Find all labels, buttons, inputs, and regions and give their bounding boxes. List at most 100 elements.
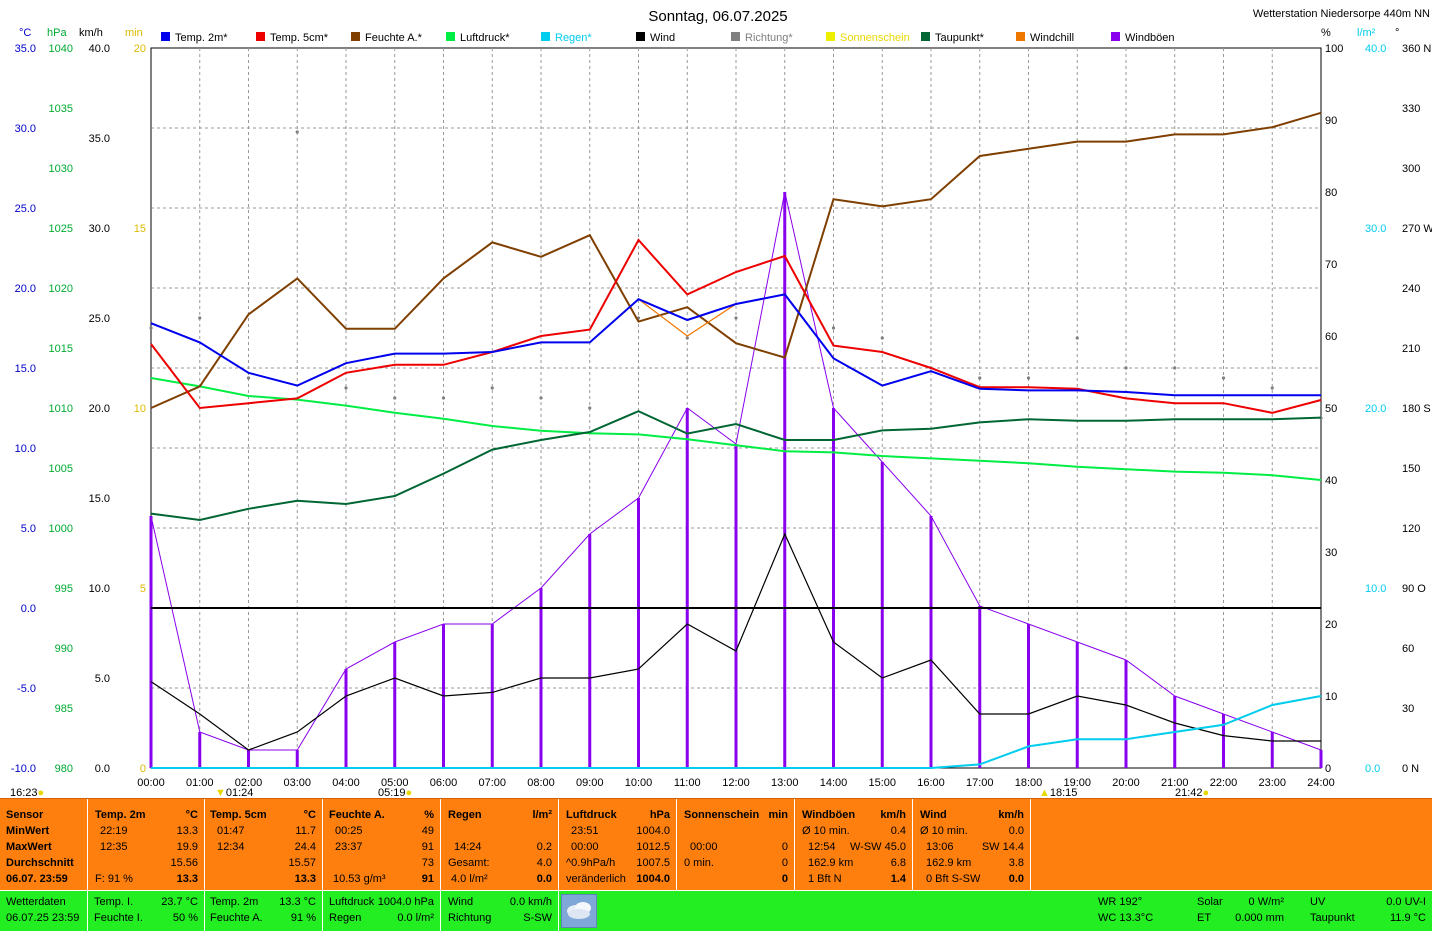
direction-point <box>246 376 251 380</box>
direction-point <box>490 386 494 390</box>
axis-ticks: 00:00 01:00 02:00 03:00 04:00 05:00 06:00 07:00… <box>11 43 1432 789</box>
direction-tick-label: 150 <box>1402 463 1420 475</box>
percent-tick-label: 0 <box>1325 763 1331 775</box>
direction-point <box>734 316 738 320</box>
x-tick-label: 16:00 <box>917 777 945 789</box>
speed-tick-label: 30.0 <box>89 223 110 235</box>
pressure-tick-label: 1010 <box>49 403 73 415</box>
col-temp5cm: Temp. 5cm °C 01:47 11.7 12:34 24.4 15.57… <box>205 799 323 891</box>
wind-header: Wind <box>920 809 947 821</box>
x-tick-label: 13:00 <box>771 777 799 789</box>
foot-temp-in: 23.7 °C <box>161 896 198 908</box>
foot-cell-2: Temp. I. 23.7 °C Feuchte I. 50 % <box>88 891 205 931</box>
series-temp-5cm <box>150 238 1322 414</box>
series-wind <box>150 532 1321 751</box>
minutes-tick-label: 0 <box>140 763 146 775</box>
boeen-r1-label: Ø 10 min. <box>802 825 850 837</box>
temp2m-max: 19.9 <box>176 841 198 853</box>
x-tick-label: 04:00 <box>332 777 360 789</box>
direction-point <box>393 396 397 400</box>
col-temp2m: Temp. 2m °C 22:19 13.3 12:35 19.9 15.56 … <box>88 799 205 891</box>
pressure-tick-label: 1040 <box>49 43 73 55</box>
pressure-tick-label: 1015 <box>49 343 73 355</box>
temp2m-avg: 15.56 <box>170 857 198 869</box>
x-tick-label: 14:00 <box>820 777 848 789</box>
foot-cell-3: Temp. 2m 13.3 °C Feuchte A. 91 % <box>205 891 323 931</box>
legend-swatch <box>636 32 645 41</box>
direction-point <box>344 386 348 390</box>
x-tick-label: 06:00 <box>430 777 458 789</box>
percent-tick-label: 80 <box>1325 187 1337 199</box>
direction-point <box>441 396 446 400</box>
boeen-r2: W-SW 45.0 <box>849 841 906 853</box>
direction-point <box>1221 376 1226 380</box>
foot-temp2m-label: Temp. 2m <box>210 896 259 908</box>
chart-legend: Temp. 2m* Temp. 5cm* Feuchte A.* Luftdruck*… <box>161 32 1175 44</box>
rain-tick-label: 0.0 <box>1365 763 1380 775</box>
temp-tick-label: 20.0 <box>15 283 36 295</box>
temp-tick-label: 35.0 <box>15 43 36 55</box>
luftdruck-min-time: 23:51 <box>571 825 599 837</box>
percent-tick-label: 30 <box>1325 547 1337 559</box>
direction-tick-label: 90 O <box>1402 583 1426 595</box>
foot-uv: 0.0 UV-I <box>1386 896 1426 908</box>
x-tick-label: 07:00 <box>478 777 506 789</box>
x-tick-label: 05:00 <box>381 777 409 789</box>
temp5cm-max-time: 12:34 <box>217 841 245 853</box>
temp-tick-label: 5.0 <box>21 523 36 535</box>
direction-tick-label: 210 <box>1402 343 1420 355</box>
series-regen <box>151 695 1322 769</box>
direction-point <box>1075 336 1079 340</box>
temp2m-unit: °C <box>185 809 198 821</box>
pressure-tick-label: 1020 <box>49 283 73 295</box>
minutes-tick-label: 10 <box>134 403 146 415</box>
pressure-tick-label: 980 <box>55 763 73 775</box>
x-tick-label: 08:00 <box>527 777 555 789</box>
speed-tick-label: 25.0 <box>89 313 110 325</box>
legend-swatch <box>1016 32 1025 41</box>
temp-tick-label: 25.0 <box>15 203 36 215</box>
percent-tick-label: 10 <box>1325 691 1337 703</box>
feuchte-unit: % <box>424 809 434 821</box>
temp5cm-unit: °C <box>303 809 316 821</box>
foot-timestamp: 06.07.25 23:59 <box>6 912 80 924</box>
row-min-label: MinWert <box>6 825 50 837</box>
unit-rain: l/m² <box>1357 27 1376 39</box>
x-tick-label: 21:00 <box>1161 777 1189 789</box>
legend-swatch <box>731 32 740 41</box>
x-tick-label: 18:00 <box>1015 777 1043 789</box>
temp-tick-label: 15.0 <box>15 363 36 375</box>
foot-uv-label: UV <box>1310 896 1326 908</box>
percent-tick-label: 90 <box>1325 115 1337 127</box>
direction-tick-label: 360 N <box>1402 43 1431 55</box>
boeen-last-label: 1 Bft N <box>808 873 842 885</box>
luftdruck-header: Luftdruck <box>566 809 617 821</box>
x-tick-label: 17:00 <box>966 777 994 789</box>
speed-tick-label: 40.0 <box>89 43 110 55</box>
legend-swatch <box>256 32 265 41</box>
wind-r1: 0.0 <box>1008 825 1024 837</box>
direction-point <box>831 326 836 330</box>
col-regen: Regen l/m² 14:24 0.2 Gesamt: 4.0 4.0 l/m… <box>441 799 559 891</box>
chart-canvas: Sonntag, 06.07.2025 Wetterstation Nieder… <box>11 8 1432 789</box>
regen-last-rate: 4.0 l/m² <box>451 873 488 885</box>
pressure-tick-label: 1035 <box>49 103 73 115</box>
boeen-r3-label: 162.9 km <box>808 857 854 869</box>
direction-tick-label: 180 S <box>1402 403 1431 415</box>
station-name: Wetterstation Niedersorpe 440m NN <box>1253 8 1430 20</box>
unit-temp: °C <box>19 27 31 39</box>
legend-label: Windchill <box>1030 32 1074 44</box>
legend-label: Luftdruck* <box>460 32 510 44</box>
col-luftdruck: Luftdruck hPa 23:51 1004.0 00:00 1012.5 … <box>559 799 677 891</box>
direction-point <box>198 316 202 320</box>
boeen-header: Windböen <box>802 809 856 821</box>
temp5cm-header: Temp. 5cm <box>210 809 267 821</box>
unit-minutes: min <box>125 27 143 39</box>
foot-windchill: WC 13.3°C <box>1098 912 1154 924</box>
direction-point <box>978 376 982 380</box>
direction-point <box>295 130 299 134</box>
col-wind: Wind km/h Ø 10 min. 0.0 13:06 SW 14.4 16… <box>913 799 1031 891</box>
boeen-r3: 6.8 <box>890 857 906 869</box>
pressure-tick-label: 1030 <box>49 163 73 175</box>
direction-tick-label: 270 W <box>1402 223 1432 235</box>
